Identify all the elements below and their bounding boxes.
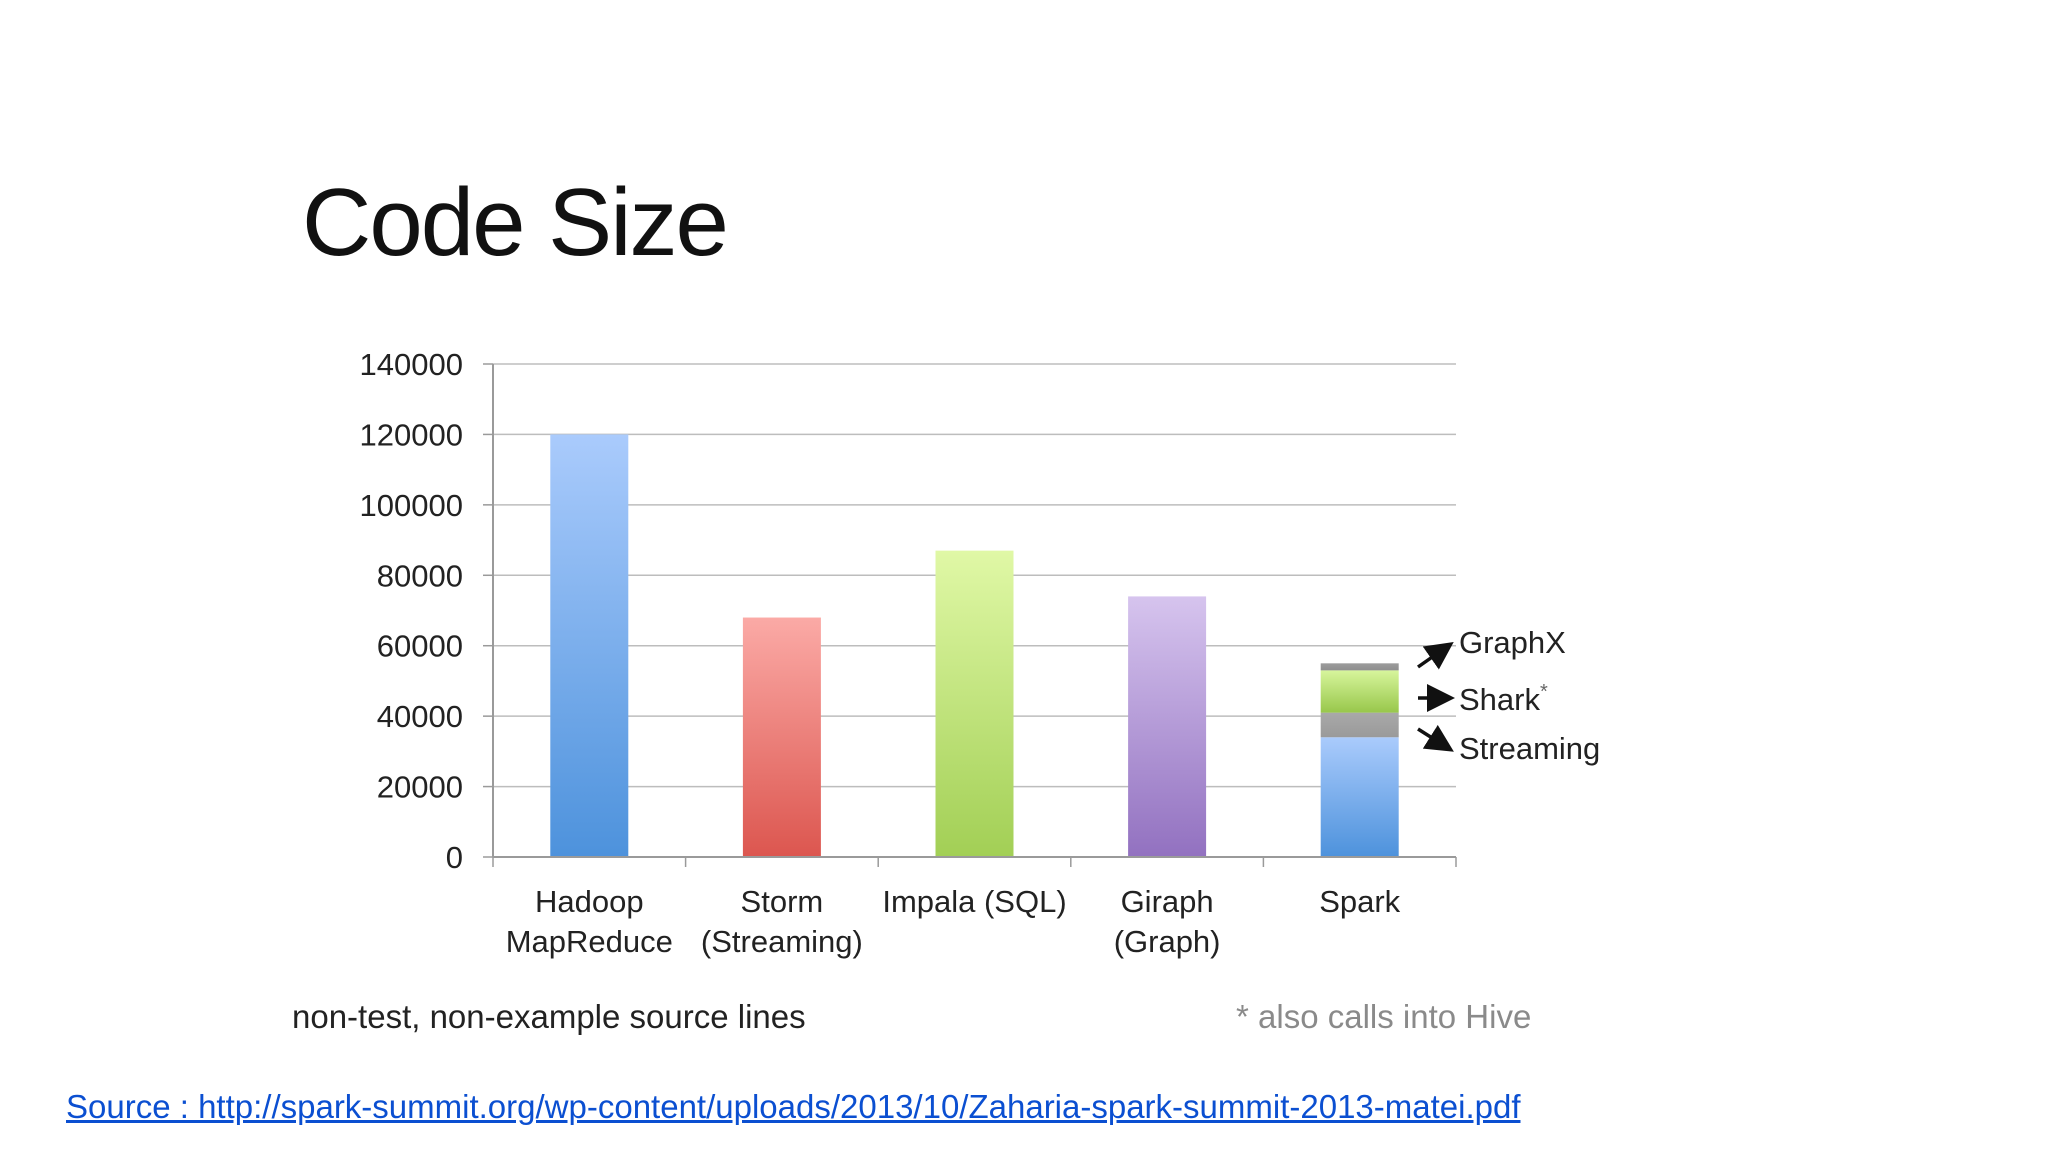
bar-segment-spark-core [1320, 737, 1399, 857]
y-tick-label: 80000 [377, 558, 463, 593]
slide-title: Code Size [302, 169, 729, 276]
footnote-hive: * also calls into Hive [1236, 998, 1532, 1035]
y-tick-label: 120000 [360, 417, 463, 452]
y-tick-label: 20000 [377, 770, 463, 805]
annotation-arrow-graphx [1416, 641, 1454, 670]
y-tick-label: 0 [446, 840, 463, 875]
annotation-label-graphx: GraphX [1459, 625, 1566, 660]
bar-segment-streaming [1320, 712, 1399, 738]
x-category-label: Spark [1319, 884, 1400, 919]
bar [550, 434, 629, 857]
bar-segment-shark [1320, 670, 1399, 713]
source-link[interactable]: Source : http://spark-summit.org/wp-cont… [66, 1088, 1521, 1125]
annotation-arrow-streaming [1417, 724, 1454, 752]
bar-segment-graphx [1320, 663, 1399, 671]
x-category-label: MapReduce [506, 924, 673, 959]
x-category-label: (Graph) [1114, 924, 1221, 959]
bar [935, 550, 1014, 857]
annotation-label-shark: Shark* [1459, 681, 1548, 717]
y-tick-label: 140000 [360, 347, 463, 382]
annotation-label-streaming: Streaming [1459, 731, 1600, 766]
labels: 0 20000 40000 60000 80000 100000 120000 140000 H… [360, 347, 1601, 959]
bars [550, 434, 1399, 857]
bar [742, 617, 821, 857]
x-category-label: Hadoop [535, 884, 644, 919]
y-tick-label: 60000 [377, 629, 463, 664]
y-tick-label: 100000 [360, 488, 463, 523]
x-category-label: Storm [741, 884, 824, 919]
annotation-superscript: * [1540, 681, 1548, 703]
x-category-label: (Streaming) [701, 924, 863, 959]
bar [1128, 596, 1207, 857]
x-category-label: Impala (SQL) [882, 884, 1066, 919]
y-tick-label: 40000 [377, 699, 463, 734]
footnote-source-lines: non-test, non-example source lines [292, 998, 806, 1035]
x-category-label: Giraph [1121, 884, 1214, 919]
axes [483, 363, 1457, 867]
